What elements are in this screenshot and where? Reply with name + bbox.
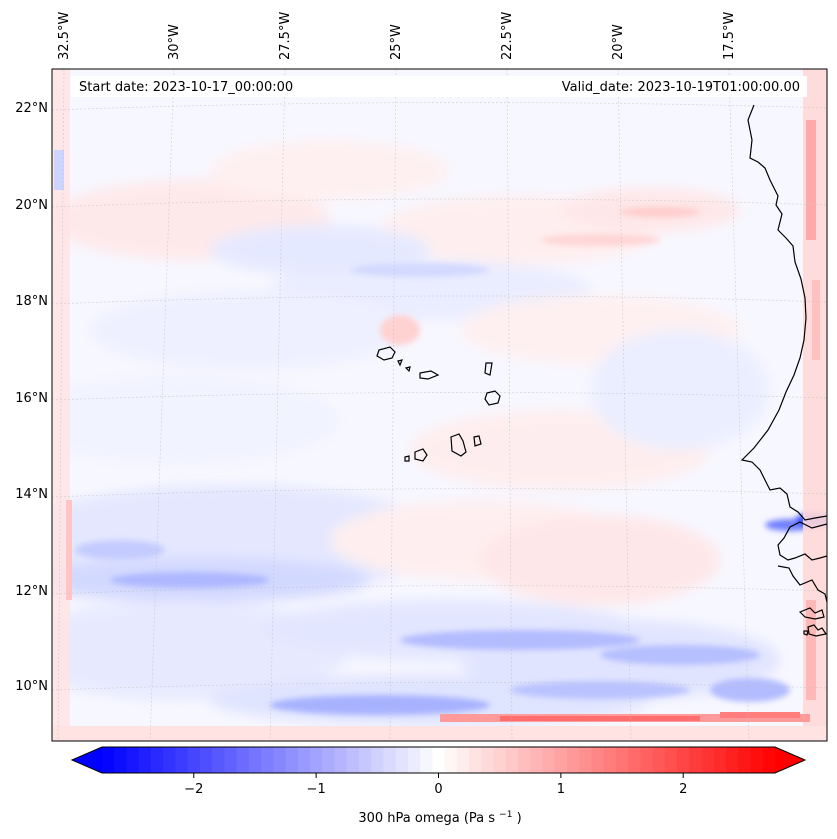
- lon-label-25w: 25°W: [389, 24, 404, 60]
- colorbar-segment: [236, 747, 250, 773]
- colorbar-tick-label: 2: [679, 782, 687, 797]
- lon-label-17-5w: 17.5°W: [722, 12, 737, 60]
- colorbar: −2 −1 0 1 2 300 hPa omega (Pa s −1 ): [70, 746, 807, 826]
- colorbar-segment: [566, 747, 580, 773]
- lat-label-14n: 14°N: [15, 487, 48, 502]
- colorbar-tick-label: 0: [434, 782, 442, 797]
- colorbar-segment: [212, 747, 225, 773]
- colorbar-segment: [444, 747, 458, 773]
- map-panel: Start date: 2023-10-17_00:00:00 Valid_da…: [51, 68, 828, 742]
- colorbar-min-arrow: [72, 747, 102, 773]
- colorbar-segment: [664, 747, 678, 773]
- colorbar-segment: [126, 747, 140, 773]
- longitude-labels: 32.5°W 30°W 27.5°W 25°W 22.5°W 20°W 17.5…: [57, 12, 737, 60]
- colorbar-segment: [273, 747, 287, 773]
- lon-label-22-5w: 22.5°W: [500, 12, 515, 60]
- colorbar-segment: [248, 747, 262, 773]
- colorbar-segment: [224, 747, 238, 773]
- lat-label-22n: 22°N: [15, 101, 48, 116]
- lon-label-20w: 20°W: [611, 24, 626, 60]
- graticule: [52, 69, 827, 741]
- colorbar-tick-label: 1: [557, 782, 565, 797]
- colorbar-segment: [726, 747, 739, 773]
- lat-label-10n: 10°N: [15, 679, 48, 694]
- colorbar-segment: [432, 747, 446, 773]
- colorbar-segment: [579, 747, 593, 773]
- lon-label-32-5w: 32.5°W: [57, 12, 72, 60]
- colorbar-segment: [762, 747, 776, 773]
- colorbar-segment: [542, 747, 556, 773]
- colorbar-segment: [138, 747, 152, 773]
- omega-field: [52, 69, 827, 741]
- colorbar-segment: [481, 747, 495, 773]
- colorbar-segment: [713, 747, 727, 773]
- colorbar-segment: [297, 747, 311, 773]
- colorbar-segment: [420, 747, 433, 773]
- colorbar-segment: [628, 747, 641, 773]
- colorbar-segment: [114, 747, 128, 773]
- colorbar-segment: [652, 747, 666, 773]
- colorbar-segment: [334, 747, 348, 773]
- date-banner: [71, 76, 807, 97]
- colorbar-label: 300 hPa omega (Pa s −1 ): [358, 806, 521, 826]
- colorbar-segment: [346, 747, 360, 773]
- colorbar-segment: [371, 747, 385, 773]
- colorbar-segment: [689, 747, 703, 773]
- colorbar-label-exponent: −1: [499, 810, 512, 820]
- colorbar-segments: [102, 747, 776, 773]
- map-frame: [51, 68, 828, 742]
- colorbar-segment: [175, 747, 189, 773]
- colorbar-tick-label: −1: [307, 782, 326, 797]
- colorbar-segment: [518, 747, 531, 773]
- lat-label-16n: 16°N: [15, 391, 48, 406]
- colorbar-outline: [70, 746, 807, 774]
- colorbar-segment: [102, 747, 115, 773]
- colorbar-segment: [285, 747, 299, 773]
- colorbar-segment: [701, 747, 715, 773]
- lon-label-30w: 30°W: [167, 24, 182, 60]
- colorbar-label-suffix: ): [517, 811, 522, 826]
- colorbar-segment: [383, 747, 397, 773]
- lat-label-12n: 12°N: [15, 584, 48, 599]
- colorbar-segment: [530, 747, 544, 773]
- colorbar-segment: [407, 747, 421, 773]
- colorbar-segment: [322, 747, 336, 773]
- colorbar-segment: [554, 747, 568, 773]
- colorbar-segment: [187, 747, 201, 773]
- colorbar-segment: [677, 747, 690, 773]
- colorbar-ticks: −2 −1 0 1 2: [184, 773, 687, 797]
- lat-label-20n: 20°N: [15, 198, 48, 213]
- colorbar-label-prefix: 300 hPa omega (Pa s: [358, 811, 495, 826]
- colorbar-segment: [261, 747, 274, 773]
- colorbar-segment: [738, 747, 752, 773]
- colorbar-segment: [456, 747, 470, 773]
- colorbar-segment: [640, 747, 654, 773]
- colorbar-segment: [395, 747, 409, 773]
- colorbar-segment: [358, 747, 372, 773]
- colorbar-segment: [199, 747, 213, 773]
- lon-label-27-5w: 27.5°W: [278, 12, 293, 60]
- colorbar-segment: [163, 747, 177, 773]
- colorbar-segment: [150, 747, 164, 773]
- colorbar-segment: [750, 747, 764, 773]
- colorbar-segment: [615, 747, 629, 773]
- colorbar-max-arrow: [775, 747, 805, 773]
- colorbar-tick-label: −2: [184, 782, 203, 797]
- latitude-labels: 22°N 20°N 18°N 16°N 14°N 12°N 10°N: [15, 101, 48, 694]
- colorbar-segment: [469, 747, 482, 773]
- colorbar-segment: [493, 747, 507, 773]
- colorbar-segment: [591, 747, 605, 773]
- colorbar-segment: [505, 747, 519, 773]
- lat-label-18n: 18°N: [15, 294, 48, 309]
- coastlines: [376, 104, 827, 637]
- colorbar-segment: [310, 747, 323, 773]
- valid-date-label: Valid_date: 2023-10-19T01:00:00.00: [562, 80, 800, 95]
- colorbar-segment: [603, 747, 617, 773]
- start-date-label: Start date: 2023-10-17_00:00:00: [79, 80, 293, 95]
